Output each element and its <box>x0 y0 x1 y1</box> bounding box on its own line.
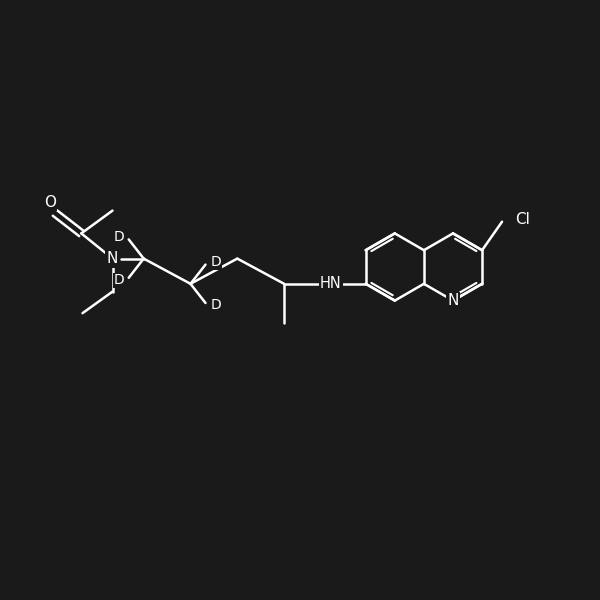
Text: D: D <box>211 298 221 313</box>
Text: N: N <box>448 293 458 308</box>
Text: Cl: Cl <box>515 212 530 227</box>
Text: N: N <box>107 251 118 266</box>
Text: HN: HN <box>320 276 342 291</box>
Text: D: D <box>211 255 221 269</box>
Text: O: O <box>44 194 56 210</box>
Text: D: D <box>113 230 124 244</box>
Text: D: D <box>113 273 124 287</box>
